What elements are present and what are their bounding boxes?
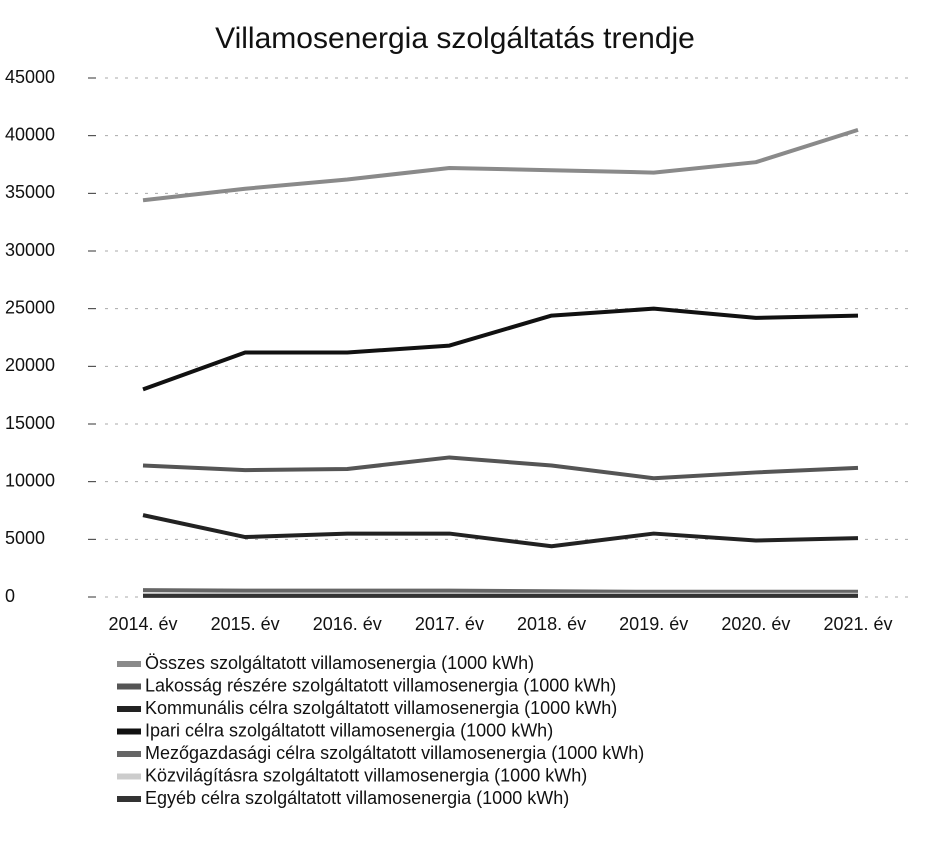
legend-label: Kommunális célra szolgáltatott villamose… bbox=[145, 698, 617, 718]
series-line bbox=[142, 306, 859, 392]
chart-title: Villamosenergia szolgáltatás trendje bbox=[215, 22, 695, 55]
x-tick-label: 2014. év bbox=[108, 614, 177, 634]
y-tick-label: 0 bbox=[5, 586, 15, 606]
series-line bbox=[142, 513, 859, 549]
y-tick-label: 35000 bbox=[5, 182, 55, 202]
legend-swatch bbox=[117, 728, 141, 735]
legend-swatch bbox=[117, 796, 141, 802]
y-tick-label: 15000 bbox=[5, 413, 55, 433]
x-tick-label: 2020. év bbox=[721, 614, 790, 634]
legend-swatch bbox=[117, 706, 141, 712]
y-tick-label: 5000 bbox=[5, 528, 45, 548]
legend-swatch bbox=[117, 751, 141, 757]
x-tick-label: 2021. év bbox=[823, 614, 892, 634]
y-tick-label: 20000 bbox=[5, 355, 55, 375]
legend-label: Lakosság részére szolgáltatott villamose… bbox=[145, 675, 616, 695]
y-tick-label: 40000 bbox=[5, 124, 55, 144]
y-tick-label: 45000 bbox=[5, 67, 55, 87]
legend-label: Mezőgazdasági célra szolgáltatott villam… bbox=[145, 743, 644, 763]
x-tick-label: 2015. év bbox=[211, 614, 280, 634]
series-line bbox=[142, 455, 859, 481]
x-tick-label: 2016. év bbox=[313, 614, 382, 634]
legend-swatch bbox=[117, 661, 141, 667]
x-tick-label: 2017. év bbox=[415, 614, 484, 634]
y-tick-label: 10000 bbox=[5, 470, 55, 490]
legend-label: Egyéb célra szolgáltatott villamosenergi… bbox=[145, 788, 569, 808]
legend-label: Ipari célra szolgáltatott villamosenergi… bbox=[145, 720, 553, 740]
series-line bbox=[142, 588, 858, 594]
legend-swatch bbox=[117, 773, 141, 780]
legend-label: Közvilágításra szolgáltatott villamosene… bbox=[145, 765, 587, 785]
legend-swatch bbox=[117, 683, 141, 690]
x-tick-label: 2018. év bbox=[517, 614, 586, 634]
y-tick-label: 30000 bbox=[5, 240, 55, 260]
legend-label: Összes szolgáltatott villamosenergia (10… bbox=[145, 653, 534, 673]
y-tick-label: 25000 bbox=[5, 297, 55, 317]
series-line bbox=[142, 127, 859, 203]
x-tick-label: 2019. év bbox=[619, 614, 688, 634]
